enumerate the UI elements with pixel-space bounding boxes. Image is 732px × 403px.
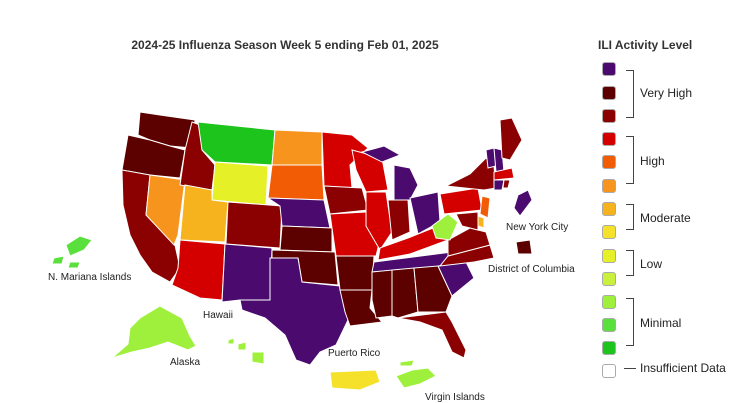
legend-swatch-level-1 (602, 341, 616, 355)
legend-swatch-level-5 (602, 249, 616, 263)
state-arkansas[interactable] (335, 255, 375, 291)
legend-bracket-moderate (626, 204, 634, 230)
state-texas[interactable] (239, 257, 349, 366)
state-hawaii[interactable] (227, 337, 235, 345)
legend-label-minimal: Minimal (640, 316, 682, 330)
legend-label-very-high: Very High (640, 86, 693, 100)
legend-swatch-level-11 (602, 109, 616, 123)
label-virgin-islands: Virgin Islands (425, 392, 485, 403)
state-kansas[interactable] (279, 225, 333, 253)
map-title: 2024-25 Influenza Season Week 5 ending F… (131, 38, 439, 52)
legend-swatch-level-8 (602, 179, 616, 193)
state-michigan[interactable] (393, 164, 419, 201)
legend-swatch-level-0 (602, 364, 616, 378)
legend-label-high: High (640, 154, 665, 168)
state-nevada[interactable] (145, 174, 186, 246)
legend-label-low: Low (640, 257, 663, 271)
state-west-virginia[interactable] (431, 213, 459, 241)
legend-swatch-level-6 (602, 225, 616, 239)
state-alaska[interactable] (111, 305, 197, 359)
legend-swatch-level-4 (602, 272, 616, 286)
legend-swatch-level-13 (602, 62, 616, 76)
territory-virgin-islands-2[interactable] (399, 359, 415, 367)
state-maryland[interactable] (455, 211, 479, 231)
state-colorado[interactable] (225, 201, 283, 249)
territory-n-mariana-islands-3[interactable] (67, 261, 81, 269)
legend-bracket-low (626, 250, 634, 276)
legend-swatch-level-10 (602, 132, 616, 146)
legend-title: ILI Activity Level (598, 38, 693, 52)
state-michigan-upper[interactable] (360, 145, 402, 163)
label-puerto-rico: Puerto Rico (328, 348, 381, 359)
legend-line-insufficient (624, 368, 636, 369)
legend-bracket-very-high (626, 70, 634, 118)
state-connecticut[interactable] (493, 179, 505, 191)
label-new-york-city: New York City (506, 222, 569, 233)
label-district-of-columbia: District of Columbia (488, 264, 575, 275)
legend-swatch-level-3 (602, 295, 616, 309)
state-mississippi[interactable] (371, 269, 393, 319)
state-indiana[interactable] (387, 199, 411, 241)
state-georgia[interactable] (413, 265, 453, 313)
label-n-mariana-islands: N. Mariana Islands (48, 272, 132, 283)
state-arizona[interactable] (171, 239, 226, 301)
state-wyoming[interactable] (211, 161, 269, 206)
legend-label-moderate: Moderate (640, 211, 691, 225)
territory-virgin-islands[interactable] (395, 367, 437, 389)
legend-swatch-level-2 (602, 318, 616, 332)
label-alaska: Alaska (170, 357, 201, 368)
state-hawaii-2[interactable] (237, 341, 247, 351)
state-florida[interactable] (397, 311, 467, 359)
state-new-jersey[interactable] (479, 195, 491, 219)
state-rhode-island[interactable] (502, 179, 511, 189)
state-maine[interactable] (499, 117, 523, 161)
legend-bracket-minimal (626, 298, 634, 346)
state-north-dakota[interactable] (271, 129, 323, 166)
state-hawaii-3[interactable] (251, 351, 265, 365)
legend-bracket-high (626, 136, 634, 184)
legend-swatch-level-9 (602, 155, 616, 169)
territory-dc[interactable] (515, 239, 533, 255)
state-massachusetts[interactable] (493, 167, 515, 181)
territory-nyc[interactable] (513, 189, 533, 217)
state-iowa[interactable] (323, 185, 369, 215)
state-delaware[interactable] (477, 215, 485, 229)
legend-swatch-level-7 (602, 202, 616, 216)
territory-puerto-rico[interactable] (329, 369, 381, 391)
state-illinois[interactable] (365, 191, 393, 251)
state-new-mexico[interactable] (221, 243, 273, 303)
legend-label-insufficient-data: Insufficient Data (640, 361, 726, 375)
territory-n-mariana-islands[interactable] (65, 235, 93, 257)
state-washington[interactable] (137, 111, 196, 149)
state-virginia[interactable] (447, 227, 491, 257)
state-south-dakota[interactable] (267, 164, 325, 201)
state-montana[interactable] (197, 121, 276, 166)
territory-n-mariana-islands-2[interactable] (51, 255, 65, 265)
state-pennsylvania[interactable] (439, 187, 483, 215)
legend-swatch-level-12 (602, 86, 616, 100)
label-hawaii: Hawaii (203, 310, 234, 321)
state-alabama[interactable] (391, 267, 419, 319)
